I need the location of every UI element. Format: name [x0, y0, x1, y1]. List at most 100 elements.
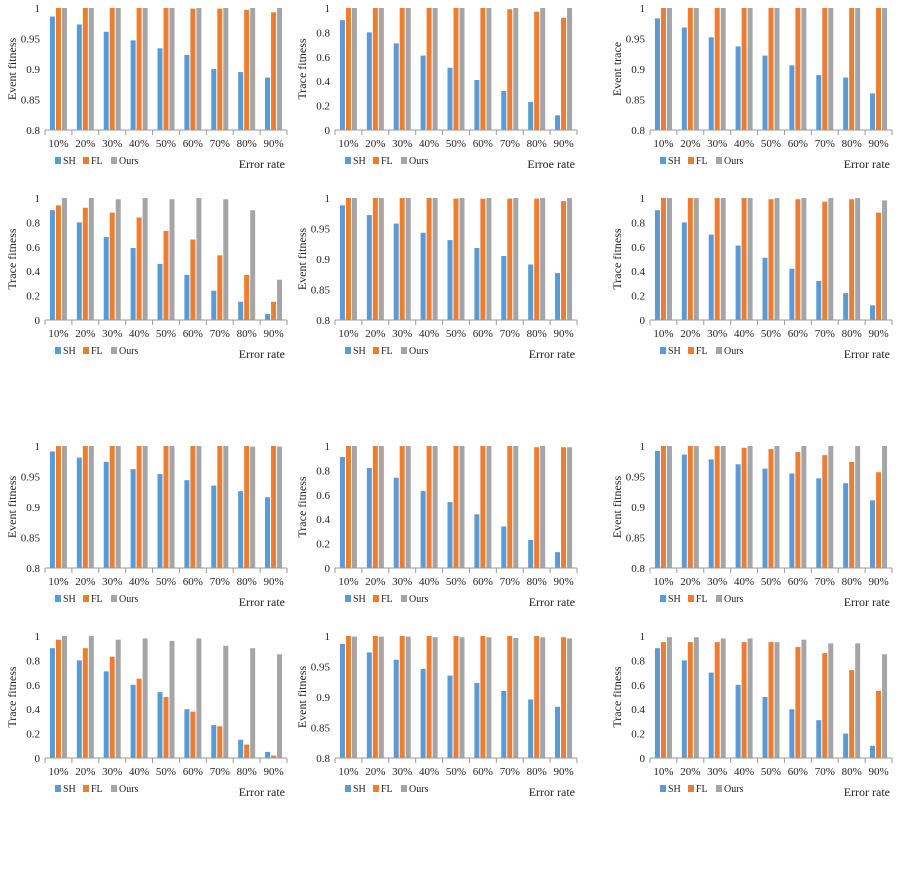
- bar-ours: [378, 636, 384, 758]
- legend-label-ours: Ours: [119, 346, 139, 357]
- bar-sh: [735, 684, 741, 758]
- bar-ours: [828, 198, 834, 320]
- bar-ours: [774, 8, 780, 130]
- bar-sh: [528, 699, 534, 758]
- legend-label-fl: FL: [91, 156, 103, 167]
- bar-fl: [741, 642, 747, 758]
- bar-chart-7: 0.8 0.85 0.9 0.95 1 Event fitness 10% 20% 30% 40%…: [0, 438, 295, 618]
- bar-ours: [223, 645, 229, 758]
- y-tick-label: 0.8: [26, 125, 40, 137]
- bar-sh: [103, 671, 109, 758]
- bar-fl: [507, 198, 513, 320]
- bar-sh: [130, 684, 136, 758]
- x-tick-label: 70%: [815, 328, 835, 340]
- legend-label-sh: SH: [353, 156, 366, 167]
- y-tick-label: 1: [325, 441, 331, 453]
- bar-sh: [528, 539, 534, 568]
- bar-fl: [822, 8, 828, 130]
- legend-label-fl: FL: [91, 594, 103, 605]
- x-tick-label: 20%: [680, 576, 700, 588]
- bar-fl: [399, 8, 405, 130]
- bar-ours: [351, 198, 357, 320]
- x-tick-label: 60%: [183, 328, 203, 340]
- bar-fl: [822, 653, 828, 758]
- bar-fl: [714, 446, 720, 568]
- bar-ours: [459, 8, 465, 130]
- y-tick-label: 0.8: [631, 563, 645, 575]
- bar-ours: [405, 636, 411, 758]
- bar-sh: [238, 739, 244, 758]
- x-tick-label: 10%: [653, 576, 673, 588]
- legend-label-fl: FL: [381, 346, 393, 357]
- bar-ours: [277, 8, 283, 130]
- legend-swatch-ours: [716, 785, 722, 792]
- bar-ours: [351, 636, 357, 758]
- bar-sh: [265, 313, 271, 320]
- legend-label-ours: Ours: [724, 346, 744, 357]
- bar-sh: [870, 305, 876, 320]
- bar-chart-6: 0 0.2 0.4 0.6 0.8 1 Trace fitness 10% 20% 30% 40% 5…: [605, 190, 900, 370]
- y-tick-label: 0: [35, 315, 41, 327]
- y-tick-label: 0.85: [21, 533, 41, 545]
- bar-ours: [351, 8, 357, 130]
- legend-label-sh: SH: [63, 156, 76, 167]
- bar-fl: [55, 205, 61, 320]
- y-tick-label: 0.9: [316, 692, 330, 704]
- bar-sh: [654, 18, 660, 130]
- x-tick-label: 30%: [102, 576, 122, 588]
- y-tick-label: 1: [640, 631, 646, 643]
- x-tick-label: 40%: [419, 766, 439, 778]
- bar-ours: [828, 8, 834, 130]
- bar-fl: [271, 12, 277, 130]
- x-tick-label: 40%: [129, 576, 149, 588]
- bar-ours: [540, 637, 546, 758]
- x-tick-label: 10%: [653, 766, 673, 778]
- bar-ours: [277, 654, 283, 758]
- legend-label-fl: FL: [696, 594, 708, 605]
- bar-fl: [507, 9, 513, 130]
- y-tick-label: 0.4: [26, 704, 40, 716]
- bar-fl: [217, 726, 223, 758]
- x-tick-label: 70%: [500, 766, 520, 778]
- bar-sh: [654, 648, 660, 758]
- bar-sh: [735, 464, 741, 568]
- y-tick-label: 1: [35, 441, 41, 453]
- bar-fl: [453, 446, 459, 568]
- x-tick-label: 10%: [48, 328, 68, 340]
- x-tick-label: 20%: [365, 138, 385, 150]
- x-tick-label: 90%: [263, 328, 283, 340]
- legend-swatch-sh: [345, 157, 351, 164]
- bar-sh: [49, 648, 55, 758]
- x-tick-label: 40%: [734, 328, 754, 340]
- x-tick-label: 50%: [761, 138, 781, 150]
- x-tick-label: 10%: [653, 138, 673, 150]
- legend-swatch-fl: [83, 785, 89, 792]
- y-tick-label: 0.85: [626, 533, 646, 545]
- x-tick-label: 80%: [842, 766, 862, 778]
- bar-ours: [486, 637, 492, 758]
- bar-fl: [109, 212, 115, 320]
- bar-fl: [561, 17, 567, 130]
- bar-ours: [855, 446, 861, 568]
- bar-ours: [567, 447, 573, 568]
- bar-fl: [768, 642, 774, 758]
- bar-sh: [157, 474, 163, 568]
- bar-ours: [250, 446, 256, 568]
- x-tick-label: 40%: [129, 328, 149, 340]
- bar-sh: [501, 90, 507, 130]
- chart-svg: 0 0.2 0.4 0.6 0.8 1 Trace fitness 10% 20% 30% 40% 5…: [5, 631, 288, 799]
- bar-fl: [136, 446, 142, 568]
- x-tick-label: 10%: [48, 138, 68, 150]
- bar-ours: [277, 446, 283, 568]
- x-axis-label: Error rate: [529, 347, 575, 361]
- legend-label-fl: FL: [91, 784, 103, 795]
- y-axis-label: Event fitness: [610, 476, 624, 539]
- bar-ours: [486, 198, 492, 320]
- legend-swatch-sh: [345, 347, 351, 354]
- x-tick-label: 40%: [129, 766, 149, 778]
- bar-sh: [843, 293, 849, 320]
- bar-fl: [136, 678, 142, 758]
- y-tick-label: 0.4: [26, 266, 40, 278]
- y-tick-label: 0.95: [21, 34, 41, 46]
- bar-sh: [366, 32, 372, 130]
